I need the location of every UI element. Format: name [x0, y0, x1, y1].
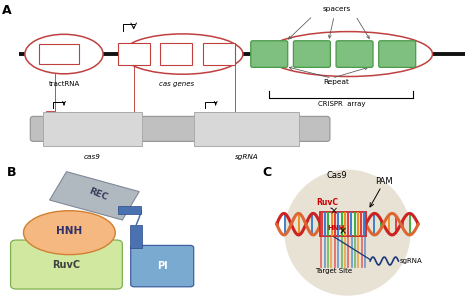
- Text: ×: ×: [338, 226, 346, 236]
- Text: HNH: HNH: [56, 226, 82, 236]
- FancyBboxPatch shape: [131, 245, 194, 287]
- Text: RuvC: RuvC: [53, 260, 81, 270]
- FancyBboxPatch shape: [194, 112, 299, 145]
- Text: B: B: [7, 166, 16, 179]
- FancyBboxPatch shape: [50, 172, 139, 220]
- Text: sgRNA: sgRNA: [400, 258, 423, 264]
- FancyBboxPatch shape: [10, 240, 122, 289]
- Text: cas9: cas9: [84, 154, 101, 160]
- Ellipse shape: [25, 34, 103, 74]
- FancyBboxPatch shape: [336, 41, 373, 67]
- FancyBboxPatch shape: [203, 43, 235, 65]
- Text: CRISPR  array: CRISPR array: [318, 101, 365, 107]
- Text: C: C: [263, 166, 272, 179]
- Text: PI: PI: [157, 261, 167, 271]
- FancyBboxPatch shape: [30, 116, 330, 141]
- Ellipse shape: [264, 32, 432, 76]
- Text: A: A: [2, 4, 12, 17]
- Text: HNH: HNH: [328, 225, 345, 231]
- FancyBboxPatch shape: [130, 225, 142, 248]
- FancyBboxPatch shape: [320, 212, 366, 236]
- Ellipse shape: [24, 211, 115, 255]
- Text: ×: ×: [329, 206, 337, 216]
- FancyBboxPatch shape: [118, 43, 150, 65]
- Ellipse shape: [122, 34, 243, 74]
- FancyBboxPatch shape: [379, 41, 416, 67]
- Text: RuvC: RuvC: [316, 198, 338, 207]
- Text: sgRNA: sgRNA: [235, 154, 258, 160]
- FancyBboxPatch shape: [251, 41, 288, 67]
- FancyBboxPatch shape: [39, 44, 79, 64]
- Text: Repeat: Repeat: [324, 79, 349, 85]
- Text: tractRNA: tractRNA: [48, 81, 80, 87]
- Text: PAM: PAM: [375, 177, 393, 186]
- Text: spacers: spacers: [322, 6, 351, 12]
- FancyBboxPatch shape: [160, 43, 192, 65]
- Text: cas genes: cas genes: [159, 81, 194, 87]
- Text: Cas9: Cas9: [326, 172, 347, 180]
- FancyBboxPatch shape: [118, 206, 141, 214]
- FancyBboxPatch shape: [43, 112, 142, 145]
- Text: Target Site: Target Site: [315, 269, 352, 274]
- FancyBboxPatch shape: [293, 41, 330, 67]
- Text: REC: REC: [87, 186, 109, 202]
- Circle shape: [285, 170, 410, 295]
